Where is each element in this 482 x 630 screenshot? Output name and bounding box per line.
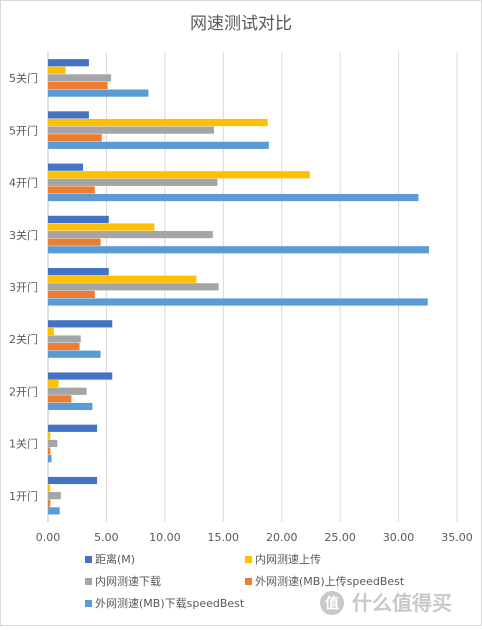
category-label: 1开门 xyxy=(9,489,38,503)
bar xyxy=(48,81,108,90)
bar xyxy=(48,66,66,74)
bar xyxy=(48,163,84,171)
bar xyxy=(48,74,112,82)
bar xyxy=(48,215,109,223)
x-tick-label: 35.00 xyxy=(441,531,473,544)
bar xyxy=(48,476,98,485)
bar xyxy=(48,89,149,97)
bar xyxy=(48,118,268,127)
legend-label: 外网测速(MB)下载speedBest xyxy=(95,597,245,610)
bar xyxy=(48,268,109,276)
x-tick-label: 20.00 xyxy=(266,531,298,544)
category-label: 2开门 xyxy=(9,384,38,398)
bar xyxy=(48,238,101,246)
bar xyxy=(48,171,310,179)
bar xyxy=(48,283,219,291)
bar xyxy=(48,134,102,142)
category-label: 3开门 xyxy=(9,280,38,294)
bar xyxy=(48,186,95,194)
x-tick-label: 30.00 xyxy=(383,531,415,544)
bar xyxy=(48,335,81,343)
x-tick-label: 15.00 xyxy=(208,531,240,544)
legend-swatch xyxy=(245,578,252,585)
watermark-logo: 值 什么值得买 xyxy=(318,588,482,618)
bar xyxy=(48,455,52,463)
bar xyxy=(48,275,197,283)
bar xyxy=(48,193,419,202)
bar xyxy=(48,395,72,403)
x-tick-label: 10.00 xyxy=(149,531,181,544)
legend-label: 内网测速下载 xyxy=(95,574,161,588)
legend-swatch xyxy=(85,600,92,607)
bar xyxy=(48,447,51,455)
x-tick-labels: 0.00 5.00 10.00 15.00 20.00 25.00 30.00 35.00 xyxy=(36,531,473,544)
bar xyxy=(48,387,87,395)
watermark-glyph: 值 xyxy=(325,595,339,612)
bar xyxy=(48,298,428,306)
bar xyxy=(48,141,269,149)
bar xyxy=(48,350,101,358)
bar xyxy=(48,439,58,448)
legend-label: 距离(M) xyxy=(95,552,135,566)
bar xyxy=(48,290,95,298)
category-label: 5开门 xyxy=(9,123,38,137)
bar xyxy=(48,432,51,440)
bar xyxy=(48,223,155,231)
bar xyxy=(48,327,54,336)
watermark-circle-icon xyxy=(320,591,344,615)
legend-label: 外网测速(MB)上传speedBest xyxy=(255,575,405,588)
bars xyxy=(48,59,429,515)
watermark-text: 什么值得买 xyxy=(352,591,452,615)
bar xyxy=(48,499,51,507)
legend-swatch xyxy=(85,578,92,585)
legend-swatch xyxy=(245,556,252,563)
bar xyxy=(48,343,80,351)
category-label: 3关门 xyxy=(9,228,38,242)
bar xyxy=(48,111,89,119)
category-label: 4开门 xyxy=(9,176,38,190)
bar xyxy=(48,380,59,388)
bar xyxy=(48,484,51,492)
x-tick-label: 25.00 xyxy=(324,531,356,544)
bar xyxy=(48,402,93,411)
category-labels: 5关门 5开门 4开门 3关门 3开门 2关门 2开门 1关门 1开门 xyxy=(9,71,38,503)
bar xyxy=(48,507,60,515)
bar xyxy=(48,246,429,254)
bar xyxy=(48,320,113,328)
category-label: 1关门 xyxy=(9,437,38,451)
x-tick-label: 0.00 xyxy=(36,531,61,544)
bar xyxy=(48,59,89,67)
bar xyxy=(48,492,61,500)
bar xyxy=(48,126,214,134)
category-label: 5关门 xyxy=(9,71,38,85)
bar xyxy=(48,178,218,186)
legend-label: 内网测速上传 xyxy=(255,552,321,566)
category-label: 2关门 xyxy=(9,332,38,346)
legend-swatch xyxy=(85,556,92,563)
x-tick-label: 5.00 xyxy=(94,531,119,544)
chart-title: 网速测试对比 xyxy=(190,14,292,34)
bar xyxy=(48,424,98,432)
bar xyxy=(48,230,213,239)
bar xyxy=(48,372,113,380)
